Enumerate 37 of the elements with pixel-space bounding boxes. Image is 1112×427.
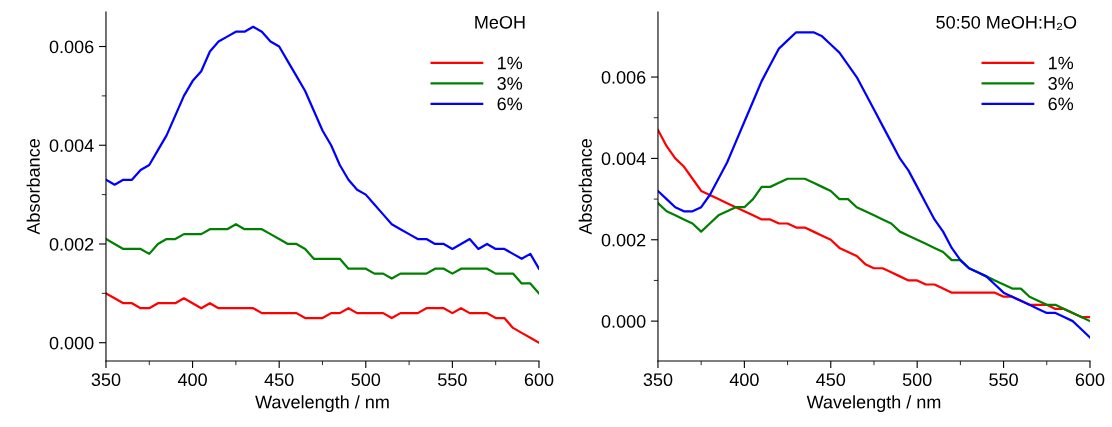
y-tick-label: 0.004 [601,152,646,166]
chart-title: 50:50 MeOH:H₂O [936,15,1077,31]
x-tick-label: 400 [729,373,759,387]
y-tick-label: 0.006 [49,40,94,54]
x-tick-label: 500 [351,373,381,387]
line-series [657,177,1090,323]
x-axis-title: Wavelength / nm [255,395,389,413]
legend-label: 1% [1049,56,1074,70]
y-tick-label: 0.002 [601,233,646,247]
legend-label: 6% [1048,97,1074,111]
y-tick-label: 0.000 [49,336,94,350]
line-series [105,223,539,295]
legend-label: 3% [497,77,523,90]
y-tick-label: 0.002 [49,237,94,251]
line-series [105,292,539,344]
y-tick-label: 0.006 [601,70,646,84]
x-tick-label: 350 [91,373,121,387]
x-tick-label: 400 [177,373,207,387]
line-series [657,128,1090,319]
y-axis-title: Absorbance [26,139,40,235]
y-tick-label: 0.004 [49,139,94,152]
x-tick-label: 500 [902,373,932,387]
x-tick-label: 450 [264,373,294,387]
x-tick-label: 600 [1075,373,1105,387]
legend-label: 1% [498,56,523,70]
x-tick-label: 350 [643,373,673,387]
legend-label: 6% [497,97,523,111]
chart-title: MeOH [475,15,525,29]
y-tick-label: 0.000 [601,315,646,328]
line-series [657,31,1090,339]
x-tick-label: 450 [816,373,846,387]
legend-label: 3% [1048,77,1074,90]
y-axis-title: Absorbance [578,139,592,235]
x-tick-label: 550 [989,373,1018,387]
x-tick-label: 600 [524,373,554,387]
x-tick-label: 550 [438,373,467,387]
x-axis-title: Wavelength / nm [806,395,941,413]
